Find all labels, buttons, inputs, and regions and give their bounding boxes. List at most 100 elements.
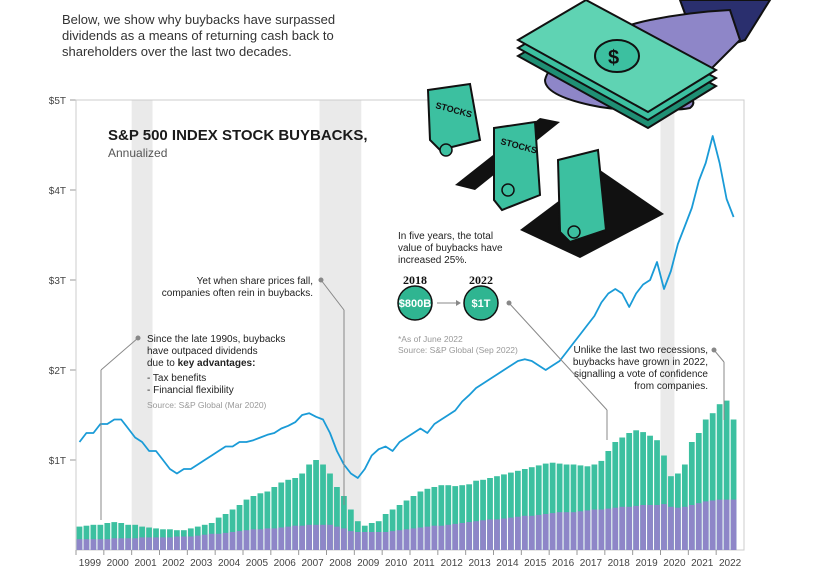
dividend-bar-40 bbox=[354, 532, 361, 550]
buyback-bar-65 bbox=[528, 467, 535, 550]
dividend-bar-87 bbox=[681, 506, 688, 550]
buyback-bar-92 bbox=[716, 404, 723, 550]
y-tick-label-2: $3T bbox=[49, 276, 66, 287]
dividend-bar-82 bbox=[647, 505, 653, 550]
from-value: $800B bbox=[399, 298, 431, 310]
dividend-bar-2 bbox=[90, 539, 97, 550]
buyback-bar-58 bbox=[480, 479, 486, 550]
buyback-bar-6 bbox=[118, 523, 125, 550]
x-tick-label-21: 2020 bbox=[663, 558, 686, 569]
dividend-bar-36 bbox=[327, 524, 333, 550]
late-90s-line-3: due to key advantages: bbox=[147, 358, 255, 369]
buyback-bar-26 bbox=[257, 493, 264, 550]
x-tick-label-19: 2018 bbox=[608, 558, 631, 569]
buyback-bar-24 bbox=[243, 499, 250, 550]
dividend-bar-20 bbox=[215, 533, 222, 550]
recession-band-2 bbox=[660, 100, 675, 550]
dividend-bar-51 bbox=[431, 525, 438, 550]
buyback-bar-4 bbox=[104, 523, 111, 550]
buyback-bar-67 bbox=[542, 463, 549, 550]
growth-source: Source: S&P Global (Sep 2022) bbox=[398, 345, 518, 355]
dividend-bar-71 bbox=[570, 512, 577, 550]
x-tick-label-20: 2019 bbox=[635, 558, 658, 569]
dividend-bar-83 bbox=[654, 505, 660, 550]
dividend-bar-62 bbox=[508, 517, 514, 550]
buyback-bar-74 bbox=[591, 464, 598, 550]
late-90s-line-1: Since the late 1990s, buybacks bbox=[147, 334, 285, 345]
recession-line-1: Unlike the last two recessions, bbox=[573, 345, 708, 356]
buyback-bar-28 bbox=[271, 487, 278, 550]
buyback-bar-23 bbox=[236, 505, 243, 550]
x-tick-label-13: 2012 bbox=[441, 558, 464, 569]
dividend-bar-50 bbox=[424, 526, 431, 550]
late-90s-annotation: Since the late 1990s, buybacks have outp… bbox=[100, 334, 285, 520]
buyback-bar-50 bbox=[424, 488, 431, 550]
dividend-bar-63 bbox=[514, 516, 521, 550]
buyback-bar-91 bbox=[709, 413, 716, 550]
buyback-bar-7 bbox=[125, 524, 132, 550]
growth-line-2: value of buybacks have bbox=[398, 243, 503, 254]
recession-shading bbox=[131, 100, 675, 550]
dividend-bar-77 bbox=[612, 507, 619, 550]
dividend-bar-22 bbox=[229, 532, 236, 550]
dividend-bar-91 bbox=[709, 500, 716, 550]
buyback-bar-60 bbox=[494, 476, 500, 550]
recession-line-2: buybacks have grown in 2022, bbox=[573, 357, 708, 368]
dividend-bar-17 bbox=[194, 535, 201, 550]
x-tick-label-23: 2022 bbox=[719, 558, 742, 569]
bars bbox=[76, 400, 737, 550]
x-tick-label-9: 2008 bbox=[329, 558, 352, 569]
dividend-bar-76 bbox=[605, 508, 612, 550]
buyback-bar-53 bbox=[445, 485, 452, 550]
y-tick-label-1: $4T bbox=[49, 186, 66, 197]
buyback-bar-62 bbox=[508, 472, 514, 550]
dividend-bar-12 bbox=[160, 537, 166, 550]
buyback-bar-79 bbox=[626, 433, 633, 550]
buyback-bar-61 bbox=[501, 474, 507, 550]
dividend-bar-52 bbox=[438, 525, 445, 550]
buyback-bar-78 bbox=[619, 437, 626, 550]
dividend-bar-24 bbox=[243, 530, 250, 550]
buyback-bar-71 bbox=[570, 464, 577, 550]
buyback-bar-72 bbox=[577, 465, 584, 550]
dividend-bar-49 bbox=[417, 527, 424, 550]
dividend-bar-67 bbox=[542, 514, 549, 550]
buyback-bar-46 bbox=[396, 505, 403, 550]
dividend-bar-66 bbox=[535, 514, 542, 550]
buyback-bar-36 bbox=[327, 473, 333, 550]
dividend-bar-84 bbox=[661, 504, 667, 550]
dividend-bar-74 bbox=[591, 509, 598, 550]
dividend-bar-27 bbox=[264, 528, 271, 550]
buyback-bar-0 bbox=[76, 526, 83, 550]
svg-text:$: $ bbox=[608, 47, 619, 69]
dividend-bar-30 bbox=[285, 526, 292, 550]
dividend-bar-75 bbox=[598, 509, 605, 550]
late-90s-source: Source: S&P Global (Mar 2020) bbox=[147, 400, 267, 410]
dividend-bar-85 bbox=[668, 506, 674, 550]
dividend-bar-81 bbox=[640, 505, 646, 550]
buyback-bar-37 bbox=[334, 487, 340, 550]
dividend-bar-19 bbox=[208, 533, 215, 550]
chart-subtitle: Annualized bbox=[108, 146, 167, 160]
buyback-bar-56 bbox=[466, 484, 473, 550]
dividend-bar-10 bbox=[146, 537, 152, 550]
dividend-bar-47 bbox=[403, 529, 410, 550]
x-tick-label-0: 1999 bbox=[79, 558, 102, 569]
x-tick-label-12: 2011 bbox=[413, 558, 435, 569]
dividend-bar-48 bbox=[410, 528, 417, 550]
y-tick-label-0: $5T bbox=[49, 96, 66, 107]
to-year: 2022 bbox=[469, 273, 493, 287]
dividend-bar-29 bbox=[278, 527, 285, 550]
buyback-bar-63 bbox=[514, 470, 521, 550]
to-bubble bbox=[463, 285, 499, 321]
buyback-bar-89 bbox=[695, 433, 702, 550]
dividend-bar-37 bbox=[334, 526, 340, 550]
dividend-bar-8 bbox=[132, 538, 139, 550]
dividend-bar-65 bbox=[528, 515, 535, 550]
buyback-bar-5 bbox=[111, 522, 118, 550]
buyback-bar-45 bbox=[389, 509, 396, 550]
dividend-bar-92 bbox=[716, 499, 723, 550]
x-tick-label-4: 2003 bbox=[190, 558, 213, 569]
dividend-bar-3 bbox=[97, 539, 104, 550]
dividend-bar-56 bbox=[466, 522, 473, 550]
